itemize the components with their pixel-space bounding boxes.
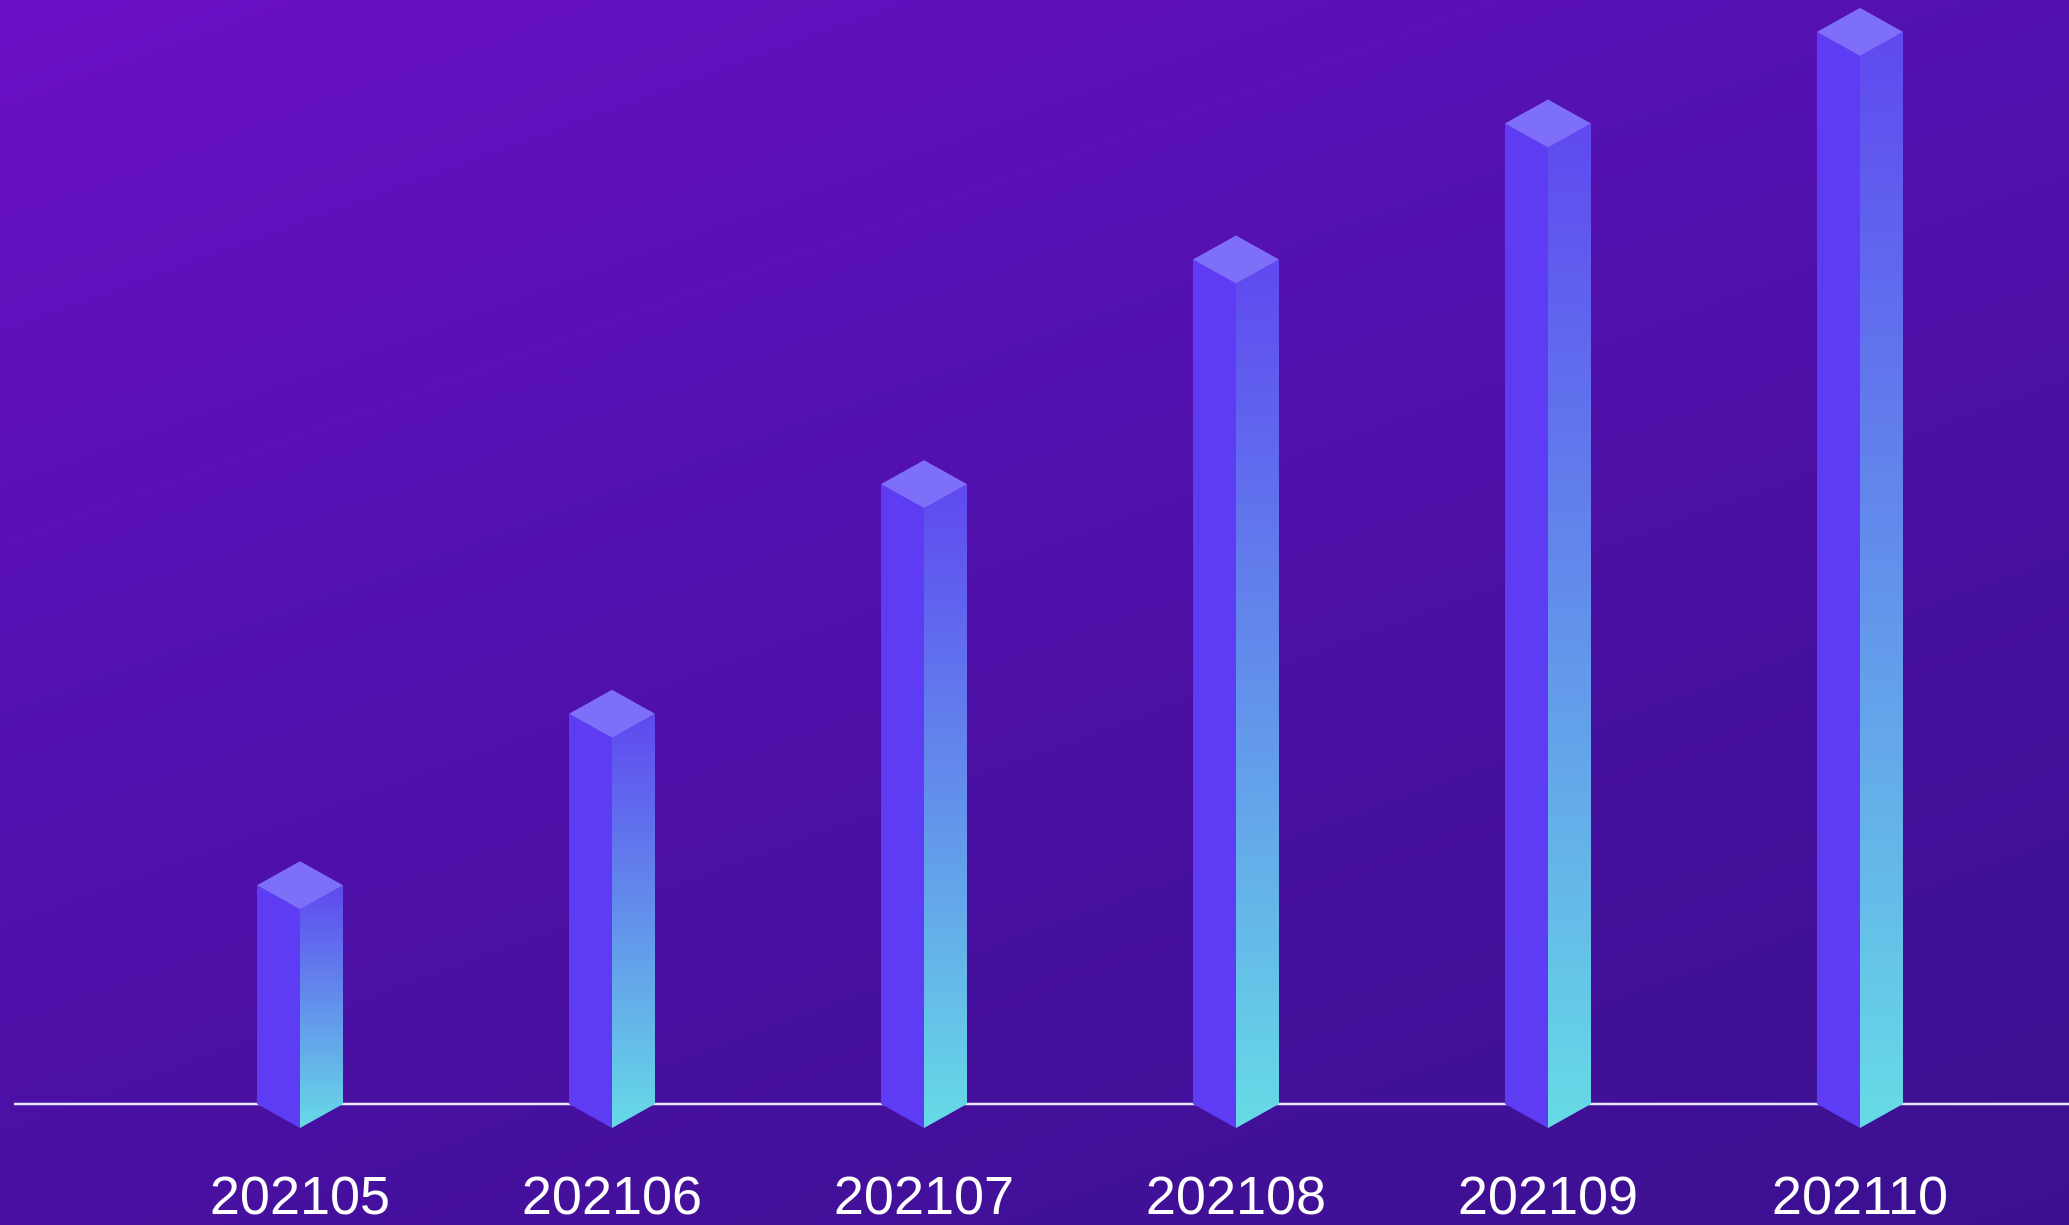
- bar-202109: [1505, 99, 1591, 1129]
- bars-layer: [257, 7, 1903, 1129]
- bar-left-face: [257, 885, 300, 1128]
- bar-right-face: [1860, 31, 1903, 1129]
- bar-right-face: [1236, 259, 1279, 1128]
- bar-left-face: [1505, 123, 1548, 1129]
- bar-right-face: [924, 484, 967, 1129]
- x-tick-labels: 202105 202106 202107 202108 202109 202110: [210, 1166, 1948, 1225]
- bar-left-face: [1817, 31, 1860, 1129]
- bar-202107: [881, 460, 967, 1129]
- bar-right-face: [612, 713, 655, 1128]
- bar-202106: [569, 689, 655, 1128]
- bar-left-face: [1193, 259, 1236, 1128]
- bar-left-face: [881, 484, 924, 1129]
- bar-left-face: [569, 713, 612, 1128]
- bar-202105: [257, 861, 343, 1128]
- bar-cap: [881, 460, 967, 509]
- x-tick-label: 202108: [1146, 1166, 1326, 1225]
- bar-right-face: [300, 885, 343, 1128]
- x-tick-label: 202107: [834, 1166, 1014, 1225]
- x-tick-label: 202105: [210, 1166, 390, 1225]
- bar-cap: [1505, 99, 1591, 148]
- x-tick-label: 202109: [1458, 1166, 1638, 1225]
- bar-cap: [1817, 7, 1903, 56]
- bar-cap: [257, 861, 343, 910]
- bar-right-face: [1548, 123, 1591, 1129]
- x-tick-label: 202106: [522, 1166, 702, 1225]
- bar-202110: [1817, 7, 1903, 1129]
- x-tick-label: 202110: [1772, 1166, 1948, 1225]
- bar-cap: [569, 689, 655, 738]
- bar-cap: [1193, 235, 1279, 284]
- bar-202108: [1193, 235, 1279, 1128]
